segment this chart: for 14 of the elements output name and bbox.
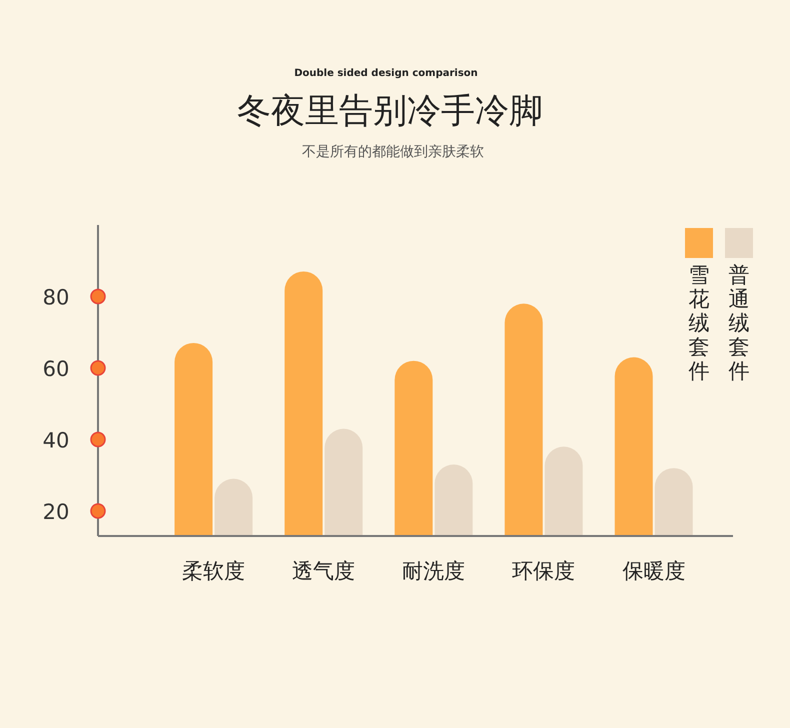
- legend: 雪花绒套件: [688, 263, 710, 383]
- xtick: 保暖度: [622, 559, 686, 583]
- xtick: 耐洗度: [402, 559, 466, 583]
- ytick: 80: [42, 286, 70, 310]
- xtick: 透气度: [292, 559, 356, 583]
- ytick: 60: [42, 357, 70, 381]
- title: 冬夜里告别冷手冷脚: [237, 91, 543, 131]
- xtick: 环保度: [512, 559, 576, 583]
- ytick: 40: [42, 428, 70, 452]
- legend: 普通绒套件: [728, 263, 750, 383]
- ytick: 20: [42, 500, 70, 524]
- subtitle: 不是所有的都能做到亲肤柔软: [302, 144, 484, 160]
- xtick: 柔软度: [182, 559, 246, 583]
- annotation: Double sided design comparison: [294, 68, 478, 79]
